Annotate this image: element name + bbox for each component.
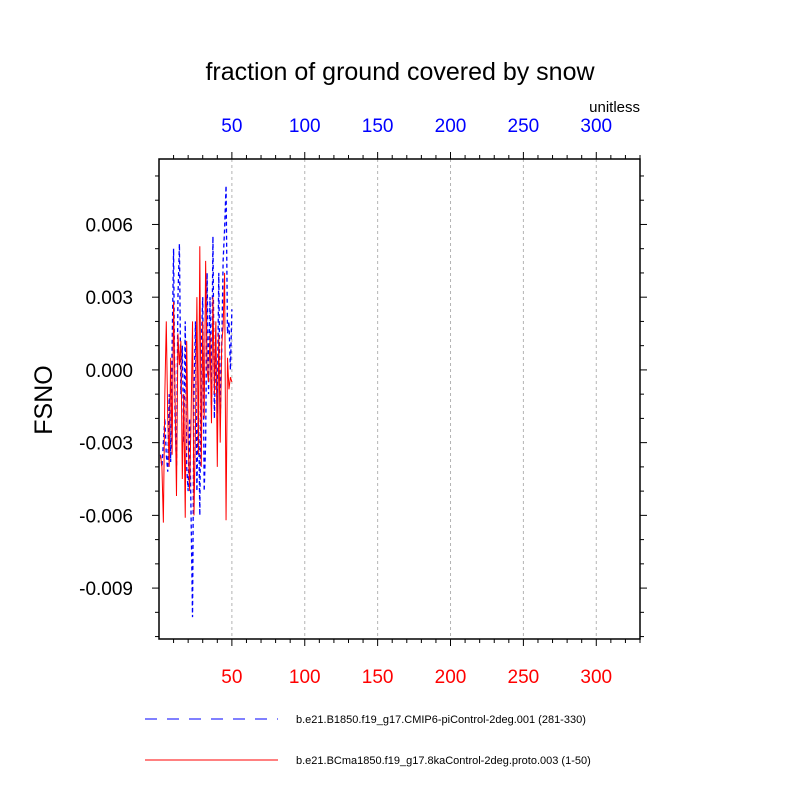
y-tick-label-0: 0.006 xyxy=(85,215,133,236)
x-tick-label-bottom-150: 150 xyxy=(362,667,394,688)
legend-label-2: b.e21.BCma1850.f19_g17.8kaControl-2deg.p… xyxy=(296,755,591,767)
x-tick-label-top-100: 100 xyxy=(289,116,321,137)
x-tick-label-top-150: 150 xyxy=(362,116,394,137)
y-axis-label: FSNO xyxy=(30,365,58,434)
series-line-1 xyxy=(159,185,233,618)
ticks xyxy=(152,152,647,646)
x-tick-label-bottom-50: 50 xyxy=(221,667,242,688)
legend-label-1: b.e21.B1850.f19_g17.CMIP6-piControl-2deg… xyxy=(296,714,586,726)
x-tick-label-top-50: 50 xyxy=(221,116,242,137)
grid xyxy=(231,159,597,639)
x-tick-label-top-250: 250 xyxy=(508,116,540,137)
plot-frame xyxy=(158,158,641,640)
x-tick-label-top-300: 300 xyxy=(580,116,612,137)
legend: b.e21.B1850.f19_g17.CMIP6-piControl-2deg… xyxy=(145,714,591,767)
y-tick-label-5: -0.009 xyxy=(79,579,133,600)
y-tick-label-3: -0.003 xyxy=(79,434,133,455)
y-tick-label-4: -0.006 xyxy=(79,506,133,527)
x-tick-label-bottom-250: 250 xyxy=(508,667,540,688)
x-tick-label-bottom-200: 200 xyxy=(435,667,467,688)
y-tick-label-1: 0.003 xyxy=(85,288,133,309)
x-tick-label-bottom-100: 100 xyxy=(289,667,321,688)
x-tick-label-bottom-300: 300 xyxy=(580,667,612,688)
units-label: unitless xyxy=(589,99,640,116)
tick-labels: 0.006 0.003 0.000 -0.003 -0.006 -0.009 50 50 100… xyxy=(79,116,612,688)
series-group xyxy=(159,185,233,618)
chart-title: fraction of ground covered by snow xyxy=(205,58,595,86)
x-tick-label-top-200: 200 xyxy=(435,116,467,137)
series-line-2 xyxy=(159,246,233,523)
y-tick-label-2: 0.000 xyxy=(85,361,133,382)
